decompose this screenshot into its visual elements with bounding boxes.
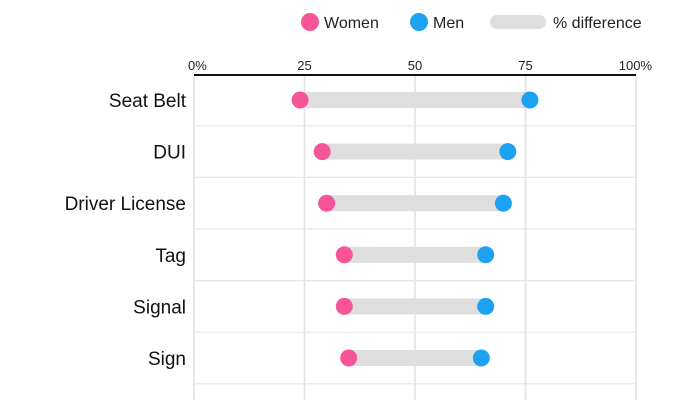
- legend-men-label: Men: [433, 15, 464, 32]
- women-point-driver-license: [318, 194, 336, 212]
- x-tick-label-75: 75: [518, 58, 532, 73]
- women-point-signal: [335, 297, 353, 315]
- x-tick-label-100: 100%: [619, 58, 653, 73]
- women-point-sign: [340, 349, 358, 367]
- legend-diff-marker: [490, 15, 546, 29]
- x-tick-label-0: 0%: [188, 58, 207, 73]
- diff-bar-dui: [322, 143, 508, 160]
- men-point-dui: [499, 143, 517, 161]
- diff-bar-tag: [344, 246, 486, 263]
- diff-bar-sign: [348, 350, 482, 366]
- category-label-tag: Tag: [155, 246, 186, 267]
- category-label-sign: Sign: [148, 349, 186, 370]
- category-label-driver-license: Driver License: [65, 194, 186, 215]
- diff-bar-seat-belt: [300, 92, 530, 108]
- men-point-signal: [477, 297, 495, 315]
- legend-men-marker: [410, 13, 428, 31]
- category-labels: Seat Belt DUI Driver License Tag Signal Sign: [65, 91, 187, 370]
- data-points: [291, 91, 539, 367]
- x-tick-label-50: 50: [408, 58, 422, 73]
- gridlines: [193, 74, 637, 400]
- legend-diff-label: % difference: [553, 15, 642, 32]
- diff-bar-signal: [344, 298, 486, 315]
- difference-bars: [300, 92, 530, 366]
- x-tick-label-25: 25: [297, 58, 311, 73]
- category-label-dui: DUI: [153, 143, 186, 164]
- women-point-seat-belt: [291, 91, 309, 109]
- men-point-driver-license: [494, 194, 512, 212]
- legend: Women Men % difference: [301, 13, 642, 32]
- diff-bar-driver-license: [326, 195, 504, 212]
- women-point-dui: [313, 143, 331, 161]
- legend-women-marker: [301, 13, 319, 31]
- category-label-seat-belt: Seat Belt: [109, 91, 187, 112]
- x-axis-ticks: 0% 25 50 75 100%: [188, 58, 652, 73]
- men-point-tag: [477, 246, 495, 264]
- women-point-tag: [335, 246, 353, 264]
- category-label-signal: Signal: [133, 297, 186, 318]
- men-point-sign: [472, 349, 490, 367]
- men-point-seat-belt: [521, 91, 539, 109]
- legend-women-label: Women: [324, 15, 379, 32]
